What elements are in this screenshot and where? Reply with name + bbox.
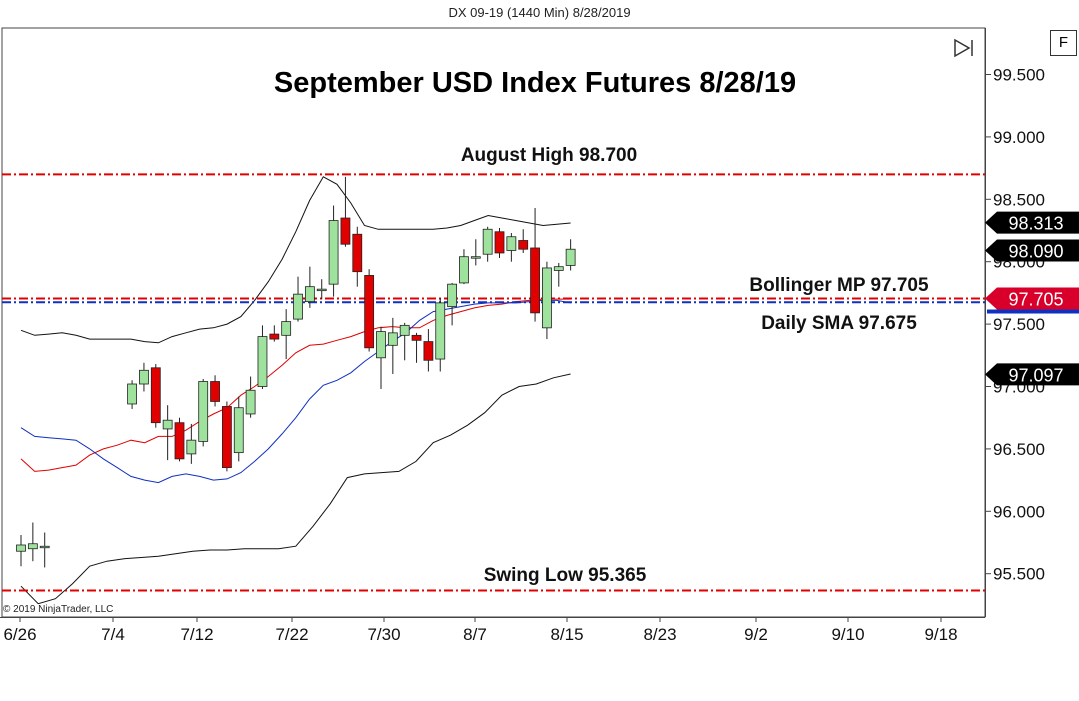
- x-tick-label: 8/7: [463, 625, 487, 644]
- candle-body: [316, 288, 327, 292]
- price-badge-97-097: 97.097: [985, 363, 1079, 386]
- candle-body: [518, 240, 529, 250]
- candle-body: [435, 302, 446, 360]
- y-tick-label: 99.000: [993, 128, 1045, 147]
- y-tick-label: 96.000: [993, 502, 1045, 521]
- candle-body: [340, 217, 351, 245]
- bollinger-lower-line: [20, 373, 571, 605]
- candle-body: [506, 236, 517, 251]
- level-label-august-high: August High 98.700: [461, 145, 637, 166]
- candle-body: [222, 406, 232, 469]
- candle-body: [542, 267, 552, 329]
- candle-body: [210, 381, 220, 402]
- candle-body: [387, 332, 398, 346]
- price-badge-98-090: 98.090: [985, 239, 1079, 262]
- candle-body: [494, 231, 505, 254]
- indicator-lines: [20, 176, 571, 605]
- candle-body: [304, 286, 315, 303]
- axes: 99.500 99.000 98.500 98.000 97.500 97.000 96.5…: [3, 28, 1079, 644]
- candle-body: [198, 381, 209, 442]
- candle-body: [530, 247, 540, 314]
- plot-border: [1, 27, 986, 618]
- chart-frame: [0, 27, 986, 618]
- price-badge-label: 98.090: [1008, 241, 1063, 261]
- x-tick-label: 8/23: [643, 625, 676, 644]
- candle-body: [281, 321, 292, 336]
- price-badge-shape: [985, 287, 1079, 310]
- price-badge-shape: [985, 239, 1079, 262]
- copyright-text: © 2019 NinjaTrader, LLC: [3, 604, 113, 615]
- candle-body: [423, 341, 434, 361]
- x-tick-label: 7/30: [367, 625, 400, 644]
- sma-badge-stripe: [987, 309, 1079, 314]
- level-label-daily-sma: Daily SMA 97.675: [761, 313, 917, 334]
- candle-body: [399, 324, 410, 336]
- candle-body: [364, 275, 375, 349]
- x-tick-label: 8/15: [550, 625, 583, 644]
- price-badge-label: 97.705: [1008, 290, 1063, 310]
- candle-body: [470, 256, 481, 259]
- candle-body: [293, 293, 303, 320]
- candle-body: [269, 333, 280, 340]
- y-tick-label: 96.500: [993, 440, 1045, 459]
- candle-body: [459, 256, 469, 284]
- price-badge-shape: [985, 211, 1079, 234]
- x-tick-label: 7/4: [101, 625, 125, 644]
- y-tick-label: 98.000: [993, 253, 1045, 272]
- candle-body: [328, 220, 339, 285]
- price-badge-label: 97.097: [1008, 365, 1063, 385]
- daily-sma-line: [20, 299, 571, 484]
- price-badge-label: 98.313: [1008, 214, 1063, 234]
- chart-title: September USD Index Futures 8/28/19: [274, 67, 796, 99]
- candle-body: [352, 233, 363, 273]
- candle-body: [150, 367, 161, 424]
- x-tick-label: 6/26: [3, 625, 36, 644]
- format-button[interactable]: F: [1050, 30, 1077, 56]
- candle-body: [411, 334, 422, 341]
- candle-body: [127, 383, 137, 405]
- bollinger-mid-line: [20, 298, 571, 472]
- candle-body: [16, 544, 26, 552]
- level-lines: [2, 173, 985, 592]
- candles: [16, 176, 576, 568]
- y-tick-label: 98.500: [993, 190, 1045, 209]
- level-label-bollinger-mp: Bollinger MP 97.705: [749, 275, 929, 296]
- x-tick-label: 9/2: [744, 625, 768, 644]
- price-badge-98-313: 98.313: [985, 211, 1079, 234]
- x-tick-label: 9/10: [831, 625, 864, 644]
- x-tick-label: 7/22: [275, 625, 308, 644]
- y-tick-label: 99.500: [993, 66, 1045, 85]
- candle-body: [186, 439, 197, 455]
- candle-body: [245, 389, 256, 415]
- bollinger-upper-line: [20, 176, 571, 344]
- candle-body: [39, 545, 50, 549]
- candle-body: [376, 331, 386, 359]
- skip-to-end-icon[interactable]: [952, 38, 976, 58]
- x-tick-label: 9/18: [924, 625, 957, 644]
- candle-body: [27, 543, 38, 550]
- candle-body: [257, 336, 268, 387]
- candle-body: [162, 419, 173, 430]
- candle-body: [553, 266, 564, 271]
- candle-body: [447, 283, 458, 308]
- candle-body: [565, 248, 576, 266]
- y-tick-label: 97.500: [993, 315, 1045, 334]
- candle-body: [482, 228, 493, 255]
- chart-text: September USD Index Futures 8/28/19 Augus…: [3, 67, 931, 615]
- candle-body: [233, 407, 244, 454]
- level-label-swing-low: Swing Low 95.365: [484, 565, 647, 586]
- chart-header-caption: DX 09-19 (1440 Min) 8/28/2019: [448, 5, 631, 20]
- candle-body: [139, 369, 149, 385]
- x-tick-label: 7/12: [180, 625, 213, 644]
- candle-body: [174, 422, 185, 460]
- y-tick-label: 95.500: [993, 565, 1045, 584]
- price-badge-97-705: 97.705: [985, 287, 1079, 314]
- price-badge-shape: [985, 363, 1079, 386]
- y-tick-label: 97.000: [993, 378, 1045, 397]
